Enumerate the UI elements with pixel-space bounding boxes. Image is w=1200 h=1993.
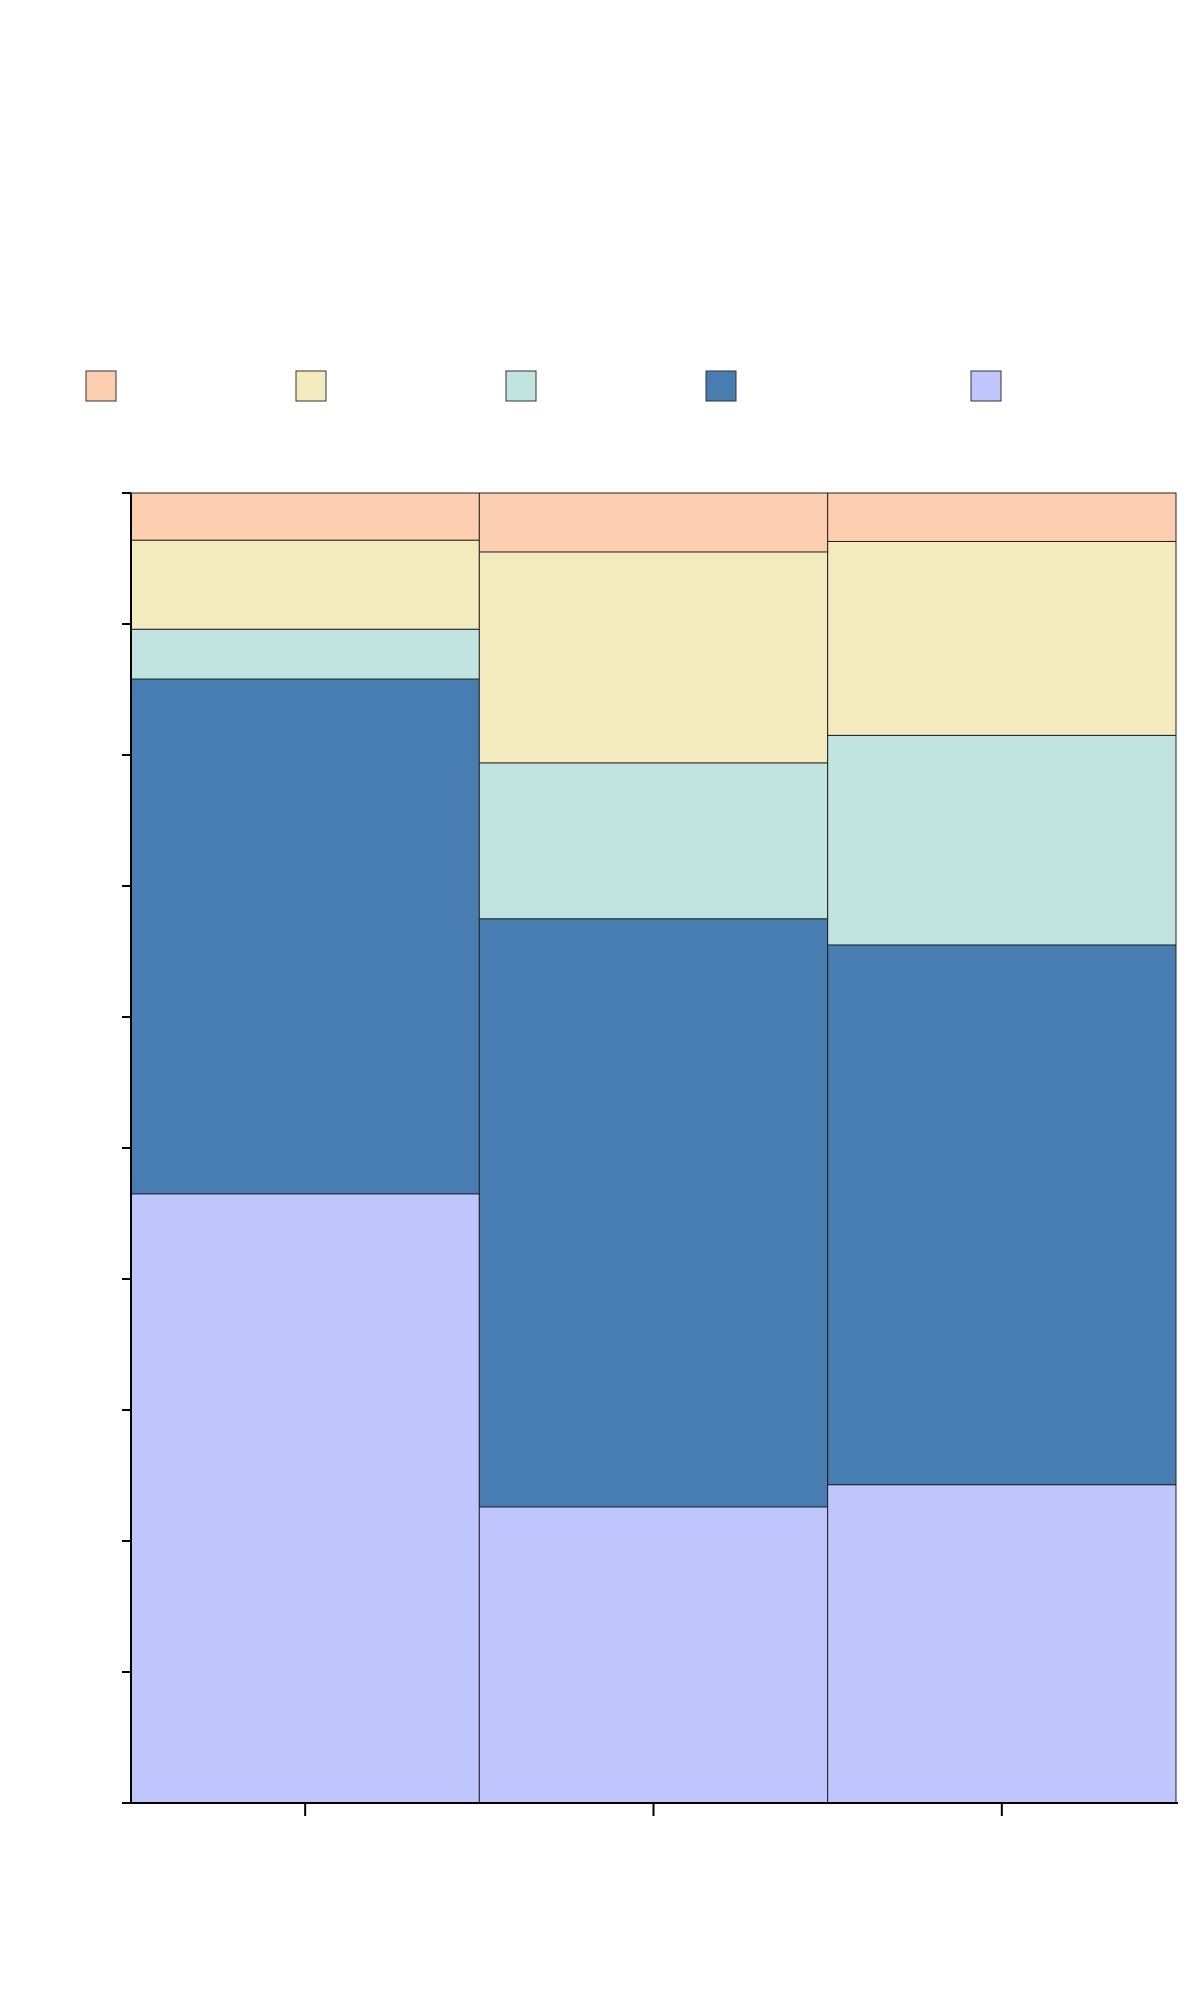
- legend-swatch-0: [970, 370, 1002, 402]
- legend-swatch-3: [295, 370, 327, 402]
- bar-segment-s2-c2: [827, 734, 1177, 946]
- legend: [85, 370, 1002, 402]
- legend-swatch-4: [85, 370, 117, 402]
- bar-segment-s3-c2: [827, 540, 1177, 736]
- bar-segment-s0-c2: [827, 1484, 1177, 1804]
- bar-segment-s0-c0: [130, 1193, 480, 1804]
- axes: [122, 492, 1178, 1816]
- bar-segment-s2-c1: [478, 762, 829, 920]
- plot-area: [130, 492, 1177, 1804]
- bar-segment-s1-c0: [130, 678, 480, 1195]
- bar-segment-s1-c1: [478, 918, 829, 1508]
- bar-segment-s0-c1: [478, 1506, 829, 1804]
- bar-segment-s1-c2: [827, 944, 1177, 1486]
- bar-segment-s4-c1: [478, 492, 829, 553]
- bar-segment-s3-c1: [478, 551, 829, 764]
- bar-segment-s3-c0: [130, 539, 480, 630]
- bar-segment-s4-c0: [130, 492, 480, 541]
- legend-swatch-1: [705, 370, 737, 402]
- legend-swatch-2: [505, 370, 537, 402]
- bar-segment-s2-c0: [130, 628, 480, 680]
- bar-segment-s4-c2: [827, 492, 1177, 542]
